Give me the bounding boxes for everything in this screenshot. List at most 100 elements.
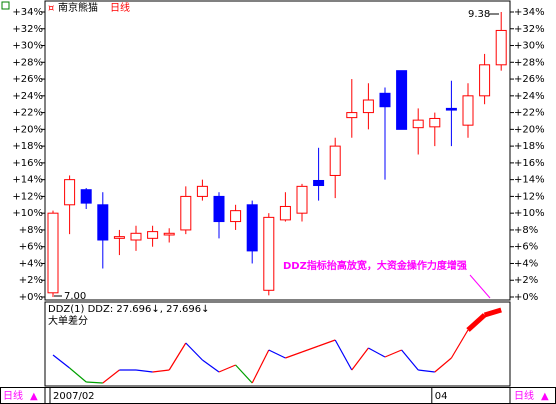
- y-tick-label: +30%: [12, 41, 43, 52]
- ddz-segment: [102, 369, 120, 384]
- candle-body: [296, 185, 308, 214]
- y-tick-label: +0%: [19, 292, 43, 303]
- title: 南京熊猫: [58, 1, 98, 14]
- indicator-subtitle: 大单差分: [48, 314, 88, 327]
- ddz-segment: [168, 342, 187, 371]
- y-tick-label: +32%: [12, 24, 43, 35]
- y-tick-label: +12%: [12, 191, 43, 202]
- period-arrow[interactable]: ▲: [30, 391, 38, 402]
- y-tick-label-right: +26%: [514, 74, 545, 85]
- candle-body: [263, 216, 275, 291]
- ddz-segment: [483, 307, 502, 318]
- ddz-segment: [368, 347, 386, 358]
- y-tick-label-right: +22%: [514, 108, 545, 119]
- y-tick-label-right: +6%: [514, 242, 538, 253]
- candle-body: [163, 232, 175, 236]
- y-tick-label: +8%: [19, 225, 43, 236]
- x-tick-label: 04: [435, 391, 448, 402]
- y-tick-label: +2%: [19, 275, 43, 286]
- ddz-segment: [401, 349, 419, 371]
- y-tick-label-right: +18%: [514, 141, 545, 152]
- candle-body: [47, 212, 59, 294]
- y-tick-label-right: +2%: [514, 275, 538, 286]
- period-right[interactable]: 日线: [514, 389, 534, 402]
- candle-body: [180, 195, 192, 231]
- ddz-segment: [218, 364, 236, 373]
- y-tick-label-right: +10%: [514, 208, 545, 219]
- price-panel: [44, 0, 511, 301]
- ddz-segment: [69, 367, 87, 383]
- y-tick-label: +10%: [12, 208, 43, 219]
- period-arrow[interactable]: ▲: [541, 391, 549, 402]
- y-tick-label: +18%: [12, 141, 43, 152]
- title-icon: ¤: [48, 3, 54, 14]
- ddz-segment: [202, 359, 220, 373]
- ddz-segment: [52, 354, 70, 369]
- candle-body: [379, 92, 391, 108]
- candle-body: [412, 119, 424, 129]
- y-tick-label: +22%: [12, 108, 43, 119]
- y-tick-label: +28%: [12, 57, 43, 68]
- indicator-title: DDZ(1) DDZ: 27.696↓, 27.696↓: [48, 304, 210, 315]
- candle-body: [80, 189, 92, 204]
- period-left[interactable]: 日线: [3, 389, 23, 402]
- candle-body: [130, 232, 142, 241]
- y-tick-label: +6%: [19, 242, 43, 253]
- y-tick-label-right: +4%: [514, 258, 538, 269]
- candle-body: [445, 107, 457, 111]
- annotation: DDZ指标抬高放宽，大资金操作力度增强: [283, 259, 467, 272]
- ddz-segment: [185, 342, 203, 361]
- ddz-segment: [466, 313, 487, 332]
- candle-body: [313, 179, 325, 187]
- ddz-segment: [334, 339, 353, 371]
- ddz-segment: [351, 347, 369, 371]
- candle-body: [230, 210, 242, 223]
- candle-body: [246, 204, 258, 252]
- y-tick-label: +24%: [12, 91, 43, 102]
- subtitle: 日线: [110, 1, 130, 14]
- y-tick-label: +34%: [12, 7, 43, 18]
- high-label: 9.38: [468, 9, 490, 20]
- candle-body: [213, 195, 225, 223]
- y-tick-label-right: +32%: [514, 24, 545, 35]
- y-tick-label-right: +30%: [514, 41, 545, 52]
- candle-body: [329, 145, 341, 176]
- ddz-segment: [285, 351, 303, 359]
- ddz-segment: [251, 349, 270, 384]
- x-tick-label: 2007/02: [53, 391, 95, 402]
- y-tick-label: +16%: [12, 158, 43, 169]
- y-tick-label: +20%: [12, 124, 43, 135]
- candle-body: [396, 70, 408, 130]
- y-tick-label-right: +0%: [514, 292, 538, 303]
- candle-body: [97, 204, 109, 241]
- y-tick-label-right: +28%: [514, 57, 545, 68]
- y-tick-label-right: +16%: [514, 158, 545, 169]
- ddz-segment: [268, 349, 286, 359]
- ddz-segment: [235, 364, 253, 384]
- y-tick-label: +4%: [19, 258, 43, 269]
- candle-body: [495, 29, 507, 66]
- low-label: 7.00: [64, 291, 86, 302]
- candle-body: [429, 117, 441, 128]
- ddz-segment: [434, 357, 452, 373]
- y-tick-label-right: +20%: [514, 124, 545, 135]
- candle-body: [462, 95, 474, 126]
- y-tick-label-right: +14%: [514, 175, 545, 186]
- ddz-segment: [152, 369, 170, 373]
- annotation-arrow: [469, 274, 491, 299]
- y-tick-label-right: +24%: [514, 91, 545, 102]
- indicator-panel: [44, 301, 511, 387]
- corner-icon: [1, 1, 10, 10]
- y-tick-label-right: +34%: [514, 7, 545, 18]
- candle-body: [147, 231, 159, 239]
- ddz-segment: [384, 349, 402, 358]
- candle-body: [279, 205, 291, 221]
- ddz-segment: [86, 381, 103, 384]
- ddz-segment: [301, 345, 319, 353]
- y-tick-label-right: +8%: [514, 225, 538, 236]
- ddz-segment: [318, 339, 336, 347]
- candle-body: [113, 236, 125, 239]
- y-tick-label: +14%: [12, 175, 43, 186]
